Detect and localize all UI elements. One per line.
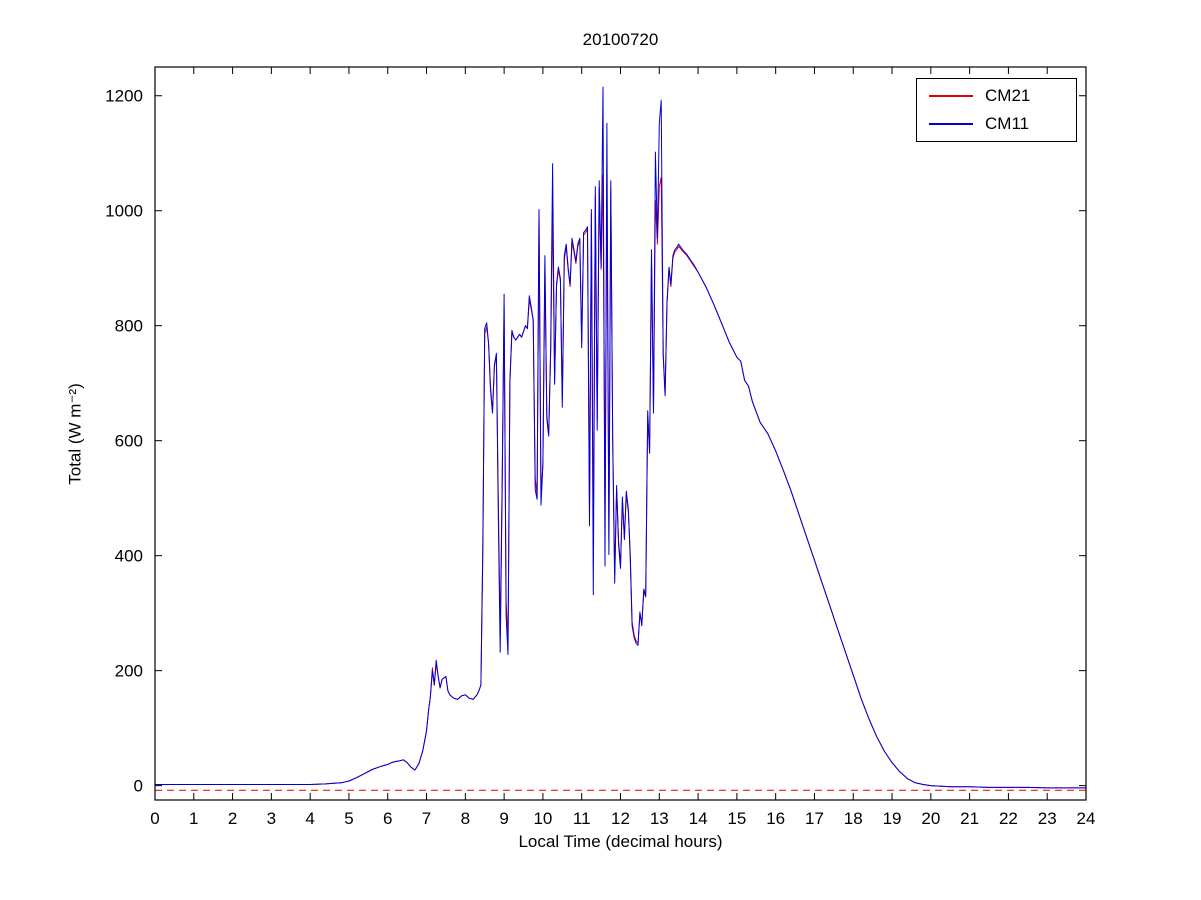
series-line-cm11 [155,86,1086,789]
x-tick-label: 4 [305,809,314,828]
legend-item-cm21: CM21 [917,86,1076,106]
x-tick-label: 21 [960,809,979,828]
x-tick-label: 14 [689,809,708,828]
x-tick-label: 0 [150,809,159,828]
x-tick-label: 18 [844,809,863,828]
y-tick-label: 1200 [105,87,143,106]
x-tick-label: 13 [650,809,669,828]
x-tick-label: 1 [189,809,198,828]
y-tick-label: 600 [115,432,143,451]
x-tick-label: 2 [228,809,237,828]
x-tick-label: 6 [383,809,392,828]
legend: CM21 CM11 [916,78,1077,142]
x-tick-label: 8 [461,809,470,828]
legend-line-sample-red [929,95,973,98]
y-tick-label: 0 [134,777,143,796]
x-tick-label: 23 [1038,809,1057,828]
x-tick-label: 16 [766,809,785,828]
legend-label-cm11: CM11 [985,113,1030,133]
y-tick-label: 200 [115,662,143,681]
x-tick-label: 24 [1077,809,1096,828]
x-tick-label: 5 [344,809,353,828]
x-tick-label: 17 [805,809,824,828]
plot-background [155,67,1086,800]
y-tick-label: 1000 [105,202,143,221]
x-tick-label: 9 [499,809,508,828]
chart-title: 20100720 [582,30,659,49]
y-tick-label: 800 [115,317,143,336]
x-tick-label: 20 [921,809,940,828]
y-axis-label: Total (W m⁻²) [65,383,85,485]
x-tick-label: 12 [611,809,630,828]
legend-label-cm21: CM21 [985,86,1031,106]
x-tick-label: 15 [727,809,746,828]
x-tick-label: 22 [999,809,1018,828]
x-tick-label: 10 [533,809,552,828]
y-tick-label: 400 [115,547,143,566]
x-tick-label: 11 [573,809,591,828]
legend-line-sample-blue [929,122,973,125]
x-tick-label: 19 [883,809,902,828]
axes-frame [154,66,1087,801]
x-tick-label: 7 [422,809,431,828]
x-tick-label: 3 [267,809,276,828]
legend-item-cm11: CM11 [917,114,1076,134]
x-axis-label: Local Time (decimal hours) [518,832,723,851]
